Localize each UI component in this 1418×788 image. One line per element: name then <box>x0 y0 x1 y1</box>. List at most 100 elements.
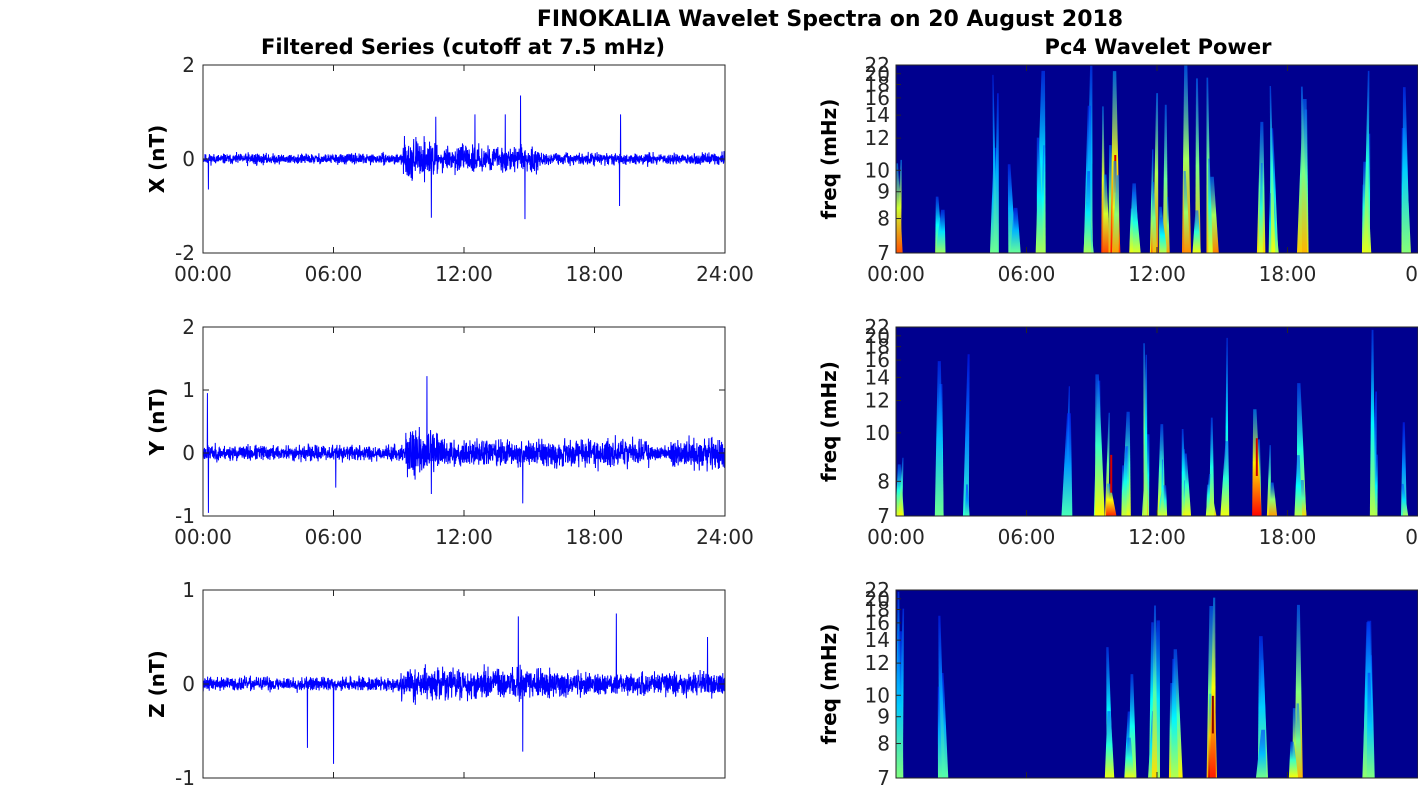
power-streak <box>935 209 946 253</box>
y-axis-label: freq (mHz) <box>817 624 841 745</box>
y-tick-label: 10 <box>865 158 890 182</box>
power-streak <box>1010 207 1021 253</box>
x-tick-label: 18:00 <box>1259 262 1317 286</box>
power-streak <box>1162 104 1169 253</box>
power-streak <box>1121 447 1128 516</box>
y-tick-label: 1 <box>182 578 195 602</box>
power-streak <box>1151 605 1158 778</box>
power-streak <box>1160 217 1168 253</box>
y-tick-label: 9 <box>877 705 890 729</box>
y-tick-label: 0 <box>182 147 195 171</box>
power-peak <box>1110 454 1113 493</box>
y-tick-label: 2 <box>182 315 195 339</box>
y-tick-label: 1 <box>182 378 195 402</box>
power-streak <box>964 484 970 516</box>
power-streak <box>1083 171 1092 253</box>
wavelet-power-image <box>896 65 1418 253</box>
power-streak <box>1269 86 1276 253</box>
power-streak <box>1209 597 1216 778</box>
power-streak <box>896 163 903 253</box>
y-component-line-panel: -1 0 1 2 00:00 06:00 12:00 18:00 24:00 Y (nT) <box>145 315 754 549</box>
y-tick-label: 20 <box>865 587 890 611</box>
y-tick-label: 8 <box>877 469 890 493</box>
y-axis-label: X (nT) <box>145 125 169 194</box>
series-line <box>202 376 726 513</box>
power-streak <box>1160 459 1165 516</box>
power-streak <box>1061 413 1073 516</box>
power-streak <box>1111 175 1120 253</box>
power-streak <box>992 74 998 253</box>
y-tick-label: 22 <box>865 53 890 77</box>
power-streak <box>1171 658 1179 778</box>
x-tick-label: 12:00 <box>435 525 493 549</box>
y-tick-label: 12 <box>865 389 890 413</box>
x-tick-label: 06:00 <box>998 525 1056 549</box>
y-tick-label: 7 <box>877 766 890 788</box>
x-tick-label: 12:00 <box>1128 262 1186 286</box>
power-streak <box>1294 455 1303 516</box>
y-axis-label: Z (nT) <box>145 650 169 718</box>
x-tick-label: 24:00 <box>696 525 754 549</box>
y-tick-label: 14 <box>865 103 890 127</box>
x-tick-label: 00:00 <box>174 525 232 549</box>
y-axis-label: freq (mHz) <box>817 99 841 220</box>
power-streak <box>962 354 970 516</box>
x-tick-label: 18:00 <box>566 525 624 549</box>
power-streak <box>1363 70 1370 253</box>
power-streak <box>1402 87 1410 253</box>
y-tick-label: 0 <box>182 672 195 696</box>
power-streak <box>1220 441 1230 516</box>
y-tick-label: 16 <box>865 348 890 372</box>
power-background <box>896 327 1418 516</box>
power-streak <box>1036 137 1044 253</box>
power-streak <box>1124 737 1135 778</box>
power-streak <box>1366 672 1375 778</box>
x-tick-label: 24:00 <box>696 262 754 286</box>
x-tick-label: 18:00 <box>566 262 624 286</box>
power-streak <box>1209 417 1215 516</box>
x-tick-label: 18:00 <box>1259 525 1317 549</box>
x-tick-label: 12:00 <box>1128 525 1186 549</box>
y-tick-label: 22 <box>865 578 890 602</box>
y-tick-label: 10 <box>865 683 890 707</box>
filtered-series-title: Filtered Series (cutoff at 7.5 mHz) <box>261 35 665 59</box>
wavelet-power-image <box>896 327 1418 516</box>
x-tick-label: 00 <box>1405 525 1418 549</box>
y-tick-label: 10 <box>865 421 890 445</box>
y-tick-label: -2 <box>175 241 195 265</box>
power-streak <box>1095 374 1105 516</box>
power-streak <box>1295 703 1303 778</box>
x-tick-label: 06:00 <box>305 262 363 286</box>
power-streak <box>1132 191 1141 253</box>
power-streak <box>1104 711 1115 778</box>
y-tick-label: -1 <box>175 504 195 528</box>
wavelet-power-title: Pc4 Wavelet Power <box>1045 35 1273 59</box>
y-tick-label: 20 <box>865 324 890 348</box>
y-tick-label: 2 <box>182 53 195 77</box>
y-tick-label: 14 <box>865 628 890 652</box>
power-streak <box>1208 158 1213 253</box>
y-tick-label: 16 <box>865 86 890 110</box>
y-tick-label: 18 <box>865 72 890 96</box>
power-streak <box>1143 354 1148 516</box>
y-axis-label: Y (nT) <box>145 388 169 457</box>
x-component-line-panel: -2 0 2 00:00 06:00 12:00 18:00 24:00 X (nT) <box>145 53 754 286</box>
power-streak <box>1369 329 1376 516</box>
series-line <box>202 95 726 220</box>
y-tick-label: 22 <box>865 315 890 339</box>
power-streak <box>896 631 904 778</box>
y-tick-label: 12 <box>865 651 890 675</box>
y-tick-label: 8 <box>877 207 890 231</box>
x-tick-label: 06:00 <box>305 525 363 549</box>
x-tick-label: 12:00 <box>435 262 493 286</box>
series-line <box>202 613 726 764</box>
y-tick-label: 7 <box>877 504 890 528</box>
y-tick-label: 7 <box>877 241 890 265</box>
y-tick-label: 16 <box>865 611 890 635</box>
power-streak <box>1205 474 1211 516</box>
x-tick-label: 06:00 <box>998 262 1056 286</box>
power-streak <box>1152 181 1158 253</box>
